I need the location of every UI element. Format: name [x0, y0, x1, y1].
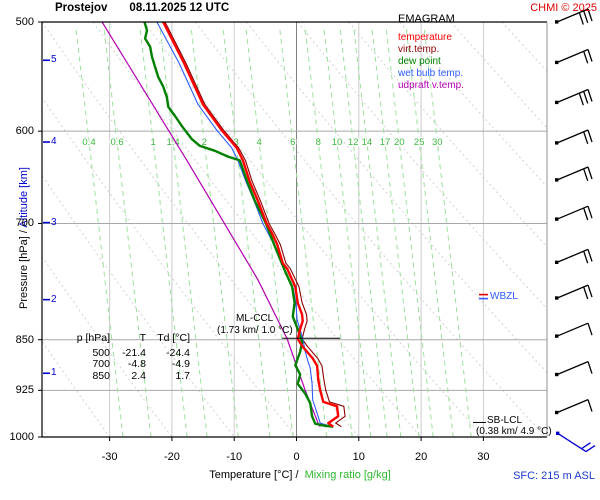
table-cell: -21.4	[122, 346, 146, 359]
svg-text:4: 4	[256, 137, 261, 148]
wbzl-marker	[479, 293, 488, 300]
table-cell: -4.8	[127, 358, 146, 370]
pressure-tick-label: 850	[15, 333, 34, 346]
legend-entry-dew-point: dew point	[398, 55, 441, 67]
sounding-datetime: 08.11.2025 12 UTC	[129, 2, 230, 14]
legend-title: EMAGRAM	[398, 13, 455, 25]
axis-tick-marks	[38, 21, 484, 441]
legend-entry-udpraft-v-temp-: udpraft v.temp.	[398, 79, 464, 91]
legend-entry-wet-bulb-temp-: wet bulb temp.	[398, 67, 464, 79]
x-axis-label-mixing-ratio: Mixing ratio [g/kg]	[304, 469, 391, 481]
svg-text:1.4: 1.4	[166, 137, 179, 148]
pressure-tick-label: 700	[15, 217, 34, 230]
temperature-tick-label: 30	[477, 451, 490, 463]
svg-text:14: 14	[362, 137, 373, 148]
curve-virt-temp	[164, 22, 346, 428]
temperature-tick-label: -30	[101, 451, 118, 463]
table-row: 700 -4.8 -4.9	[66, 358, 190, 371]
svg-text:25: 25	[414, 137, 425, 148]
wind-barb	[555, 8, 593, 25]
svg-text:20: 20	[394, 137, 405, 148]
temperature-tick-label: 20	[414, 451, 428, 463]
table-cell: -4.9	[171, 358, 190, 370]
x-axis-label: Temperature [°C] / Mixing ratio [g/kg]	[120, 469, 480, 481]
svg-text:12: 12	[348, 137, 359, 148]
wind-barb	[555, 129, 593, 145]
plot-frame	[41, 21, 548, 438]
altitude-tick-label: 5	[51, 54, 57, 66]
wind-barb	[555, 399, 593, 415]
mlccl-label: ML-CCL	[236, 313, 274, 324]
svg-text:17: 17	[380, 137, 391, 148]
altitude-tick-marks	[43, 59, 50, 375]
table-header-row: p [hPa] T Td [°C]	[66, 332, 190, 345]
svg-text:6: 6	[290, 137, 295, 148]
y-axis-label-pressure: Pressure [hPa]	[18, 236, 30, 309]
mlccl-value: (1.73 km/ 1.0 °C)	[217, 325, 293, 336]
surface-elevation-label: SFC: 215 m ASL	[513, 470, 595, 482]
wind-barbs	[555, 8, 596, 453]
page-title: Prostejov 08.11.2025 12 UTC	[55, 2, 229, 14]
wind-barb	[555, 48, 593, 65]
sblcl-value: (0.38 km/ 4.9 °C)	[476, 426, 552, 437]
copyright-label: CHMI © 2025	[530, 2, 597, 14]
table-cell: 2.4	[131, 369, 146, 382]
legend: EMAGRAM temperature virt.temp. dew point we…	[398, 14, 464, 91]
wind-barb	[555, 88, 593, 106]
temperature-tick-label: -10	[226, 451, 243, 463]
svg-text:3: 3	[233, 137, 238, 148]
pressure-tick-label: 1000	[9, 431, 34, 443]
station-name: Prostejov	[55, 2, 108, 14]
wind-barb-surface	[556, 431, 596, 453]
table-row: 850 2.4 1.7	[66, 369, 190, 383]
altitude-tick-label: 1	[51, 367, 57, 379]
pressure-tick-label: 925	[15, 384, 34, 397]
svg-text:0.4: 0.4	[82, 137, 95, 148]
sblcl-label: SB-LCL	[487, 415, 523, 426]
table-cell: -24.4	[166, 346, 190, 359]
wind-barb	[555, 322, 593, 338]
sounding-levels-table: p [hPa] T Td [°C] 500 -21.4 -24.4 700 -4.8 -4.9 8…	[66, 332, 190, 383]
wind-barb	[555, 284, 593, 300]
wbzl-label: WBZL	[490, 291, 518, 302]
svg-text:30: 30	[432, 137, 443, 148]
table-header: Td [°C]	[157, 332, 190, 344]
x-axis-label-temp: Temperature [°C] /	[209, 469, 299, 481]
table-cell: 850	[92, 369, 110, 382]
curve-temperature	[162, 22, 340, 428]
table-cell: 700	[92, 358, 110, 370]
pressure-tick-label: 600	[15, 125, 34, 138]
pressure-tick-label: 500	[15, 16, 34, 28]
svg-text:10: 10	[332, 137, 343, 148]
legend-entries: temperature virt.temp. dew point wet bulb t…	[398, 31, 464, 92]
temperature-tick-label: -20	[163, 451, 180, 463]
legend-entry-temperature: temperature	[398, 31, 452, 43]
temperature-tick-label: 10	[352, 451, 365, 463]
isotherm-gridlines	[109, 22, 484, 437]
svg-text:8: 8	[316, 137, 321, 148]
altitude-tick-label: 2	[51, 293, 57, 305]
table-cell: 500	[92, 346, 110, 359]
wind-barb	[555, 166, 593, 182]
wind-barb	[555, 205, 593, 221]
table-row: 500 -21.4 -24.4	[66, 346, 190, 360]
curve-dew-point	[143, 22, 334, 428]
altitude-tick-label: 3	[51, 216, 57, 228]
mixing-ratio-labels: 0.4 0.6 1 1.4 2 3 4 6 8 10 12 14 17 20 25 30	[81, 136, 444, 150]
svg-text:2: 2	[202, 137, 207, 148]
altitude-tick-label: 4	[51, 136, 57, 148]
temperature-tick-label: 0	[293, 451, 300, 463]
dry-adiabat-lines	[42, 22, 547, 437]
table-cell: 1.7	[175, 369, 190, 382]
table-header: T	[139, 332, 146, 344]
y-axis-label: Pressure [hPa] / Altitude [km]	[18, 108, 30, 368]
table-header: p [hPa]	[76, 332, 110, 344]
legend-entry-virt-temp-: virt.temp.	[398, 43, 440, 55]
svg-text:0.6: 0.6	[110, 137, 123, 148]
svg-text:1: 1	[151, 137, 156, 148]
wind-barb	[555, 361, 593, 377]
wind-barb	[555, 248, 593, 264]
